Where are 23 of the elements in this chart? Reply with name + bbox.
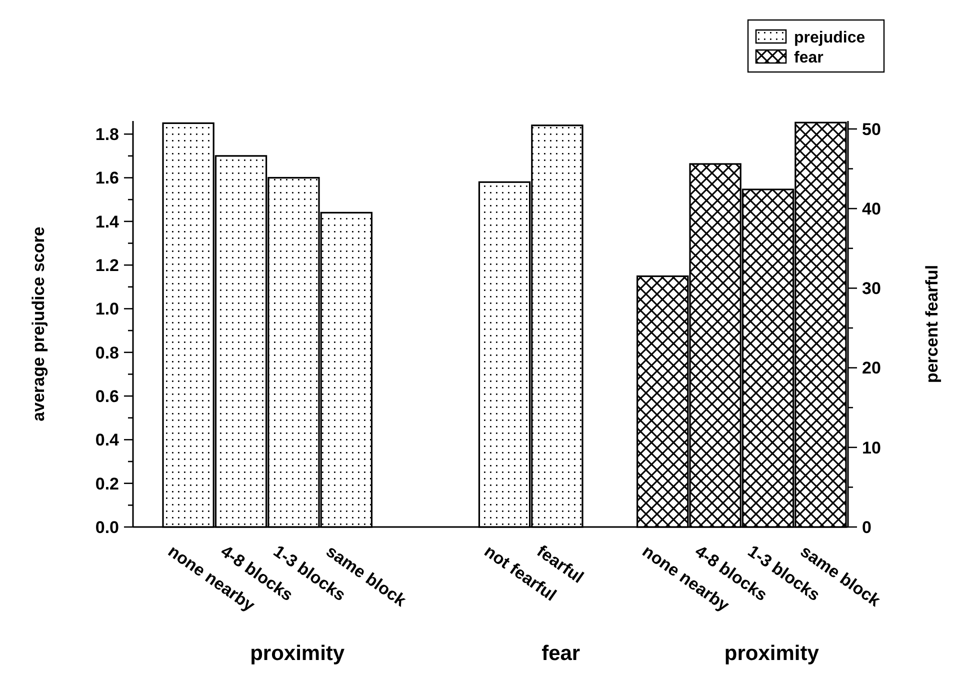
y-tick-label: 0.8 [95, 343, 119, 362]
y2-tick-label: 20 [862, 358, 881, 378]
text: fear [542, 642, 580, 665]
y2-tick-label: 10 [862, 438, 881, 458]
y-tick-label: 1.8 [95, 125, 119, 144]
text: proximity [724, 642, 820, 665]
y-tick-label: 0.0 [95, 518, 119, 537]
y2-tick-label: 0 [862, 518, 872, 537]
y-tick-label: 1.0 [95, 300, 119, 319]
y-tick-label: 0.4 [95, 430, 120, 450]
y-tick-label: 0.2 [95, 474, 119, 494]
y-tick-label: 1.6 [95, 168, 119, 188]
y-tick-label: 1.4 [95, 212, 120, 232]
y2-axis-title: percent fearful [922, 264, 942, 384]
legend-label: prejudice [794, 30, 866, 47]
y-tick-label: 1.2 [95, 256, 119, 276]
legend-label: fear [794, 50, 824, 67]
y-tick-label: 0.6 [95, 386, 119, 406]
y2-tick-label: 40 [862, 200, 881, 219]
y2-tick-label: 30 [862, 279, 881, 298]
y-axis-title: average prejudice score [28, 226, 48, 422]
y2-tick-label: 50 [862, 120, 881, 139]
text: proximity [250, 642, 345, 665]
